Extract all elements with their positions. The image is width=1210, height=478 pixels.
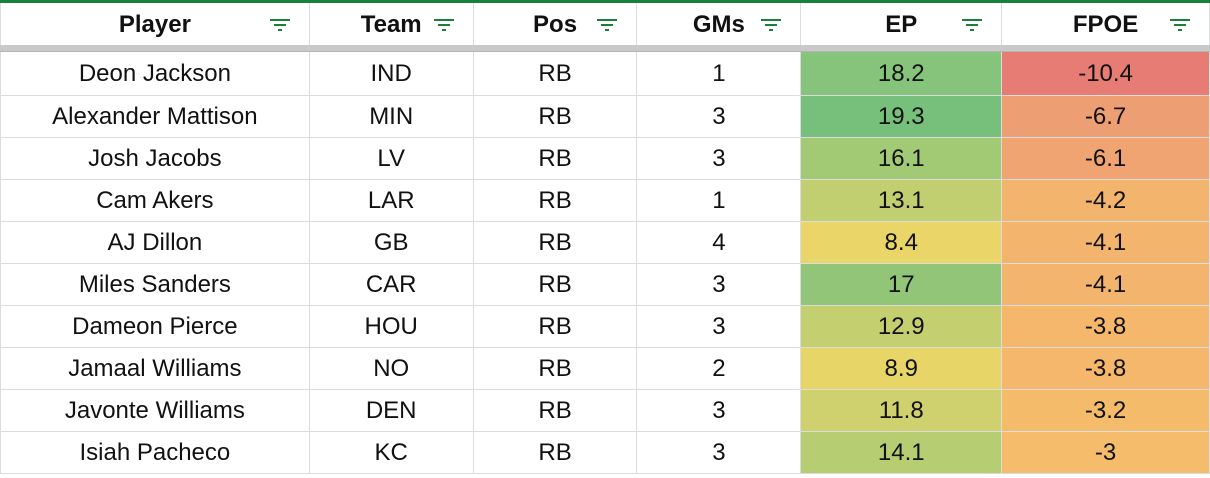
filter-icon[interactable] bbox=[1169, 16, 1191, 34]
cell-gms[interactable]: 4 bbox=[636, 221, 802, 264]
cell-player[interactable]: Dameon Pierce bbox=[0, 305, 310, 348]
column-header-label: FPOE bbox=[1072, 10, 1139, 38]
cell-player[interactable]: Miles Sanders bbox=[0, 263, 310, 306]
cell-pos[interactable]: RB bbox=[472, 95, 638, 138]
cell-gms[interactable]: 2 bbox=[636, 347, 802, 390]
cell-pos[interactable]: RB bbox=[472, 221, 638, 264]
cell-team[interactable]: CAR bbox=[308, 263, 474, 306]
cell-fpoe[interactable]: -6.1 bbox=[1001, 137, 1210, 180]
table-row: Miles Sanders CAR RB 3 17 -4.1 bbox=[0, 263, 1210, 306]
table-row: Isiah Pacheco KC RB 3 14.1 -3 bbox=[0, 431, 1210, 474]
column-header-pos[interactable]: Pos bbox=[472, 1, 638, 47]
cell-team[interactable]: LAR bbox=[308, 179, 474, 222]
cell-fpoe[interactable]: -4.1 bbox=[1001, 263, 1210, 306]
frozen-row-divider[interactable] bbox=[0, 45, 1210, 52]
header-row: Player Team Pos GMs EP bbox=[0, 1, 1210, 47]
cell-fpoe[interactable]: -3.8 bbox=[1001, 347, 1210, 390]
table-body: Deon Jackson IND RB 1 18.2 -10.4 Alexander Mat… bbox=[0, 46, 1210, 474]
cell-team[interactable]: GB bbox=[308, 221, 474, 264]
cell-pos[interactable]: RB bbox=[472, 46, 638, 96]
cell-team[interactable]: KC bbox=[308, 431, 474, 474]
cell-player[interactable]: Isiah Pacheco bbox=[0, 431, 310, 474]
table-row: Alexander Mattison MIN RB 3 19.3 -6.7 bbox=[0, 95, 1210, 138]
filter-icon[interactable] bbox=[596, 16, 618, 34]
filter-icon[interactable] bbox=[961, 16, 983, 34]
cell-player[interactable]: Jamaal Williams bbox=[0, 347, 310, 390]
table-row: Josh Jacobs LV RB 3 16.1 -6.1 bbox=[0, 137, 1210, 180]
cell-gms[interactable]: 1 bbox=[636, 46, 802, 96]
cell-fpoe[interactable]: -4.2 bbox=[1001, 179, 1210, 222]
table-row: Cam Akers LAR RB 1 13.1 -4.2 bbox=[0, 179, 1210, 222]
cell-fpoe[interactable]: -3.8 bbox=[1001, 305, 1210, 348]
table-row: Javonte Williams DEN RB 3 11.8 -3.2 bbox=[0, 389, 1210, 432]
column-header-ep[interactable]: EP bbox=[800, 1, 1003, 47]
cell-fpoe[interactable]: -3.2 bbox=[1001, 389, 1210, 432]
column-header-player[interactable]: Player bbox=[0, 1, 310, 47]
cell-gms[interactable]: 1 bbox=[636, 179, 802, 222]
cell-ep[interactable]: 11.8 bbox=[800, 389, 1003, 432]
table-row: Deon Jackson IND RB 1 18.2 -10.4 bbox=[0, 46, 1210, 96]
table-row: Jamaal Williams NO RB 2 8.9 -3.8 bbox=[0, 347, 1210, 390]
cell-player[interactable]: AJ Dillon bbox=[0, 221, 310, 264]
cell-fpoe[interactable]: -3 bbox=[1001, 431, 1210, 474]
cell-team[interactable]: MIN bbox=[308, 95, 474, 138]
cell-ep[interactable]: 19.3 bbox=[800, 95, 1003, 138]
cell-player[interactable]: Alexander Mattison bbox=[0, 95, 310, 138]
cell-pos[interactable]: RB bbox=[472, 431, 638, 474]
column-header-gms[interactable]: GMs bbox=[636, 1, 802, 47]
cell-gms[interactable]: 3 bbox=[636, 95, 802, 138]
cell-gms[interactable]: 3 bbox=[636, 389, 802, 432]
filter-icon[interactable] bbox=[269, 16, 291, 34]
table-row: Dameon Pierce HOU RB 3 12.9 -3.8 bbox=[0, 305, 1210, 348]
column-header-label: EP bbox=[885, 10, 918, 38]
cell-pos[interactable]: RB bbox=[472, 305, 638, 348]
cell-ep[interactable]: 13.1 bbox=[800, 179, 1003, 222]
column-header-label: Pos bbox=[533, 10, 578, 38]
cell-ep[interactable]: 8.9 bbox=[800, 347, 1003, 390]
cell-pos[interactable]: RB bbox=[472, 179, 638, 222]
cell-ep[interactable]: 12.9 bbox=[800, 305, 1003, 348]
cell-pos[interactable]: RB bbox=[472, 347, 638, 390]
cell-fpoe[interactable]: -10.4 bbox=[1001, 46, 1210, 96]
cell-player[interactable]: Javonte Williams bbox=[0, 389, 310, 432]
cell-gms[interactable]: 3 bbox=[636, 305, 802, 348]
column-header-team[interactable]: Team bbox=[308, 1, 474, 47]
cell-pos[interactable]: RB bbox=[472, 389, 638, 432]
cell-player[interactable]: Cam Akers bbox=[0, 179, 310, 222]
cell-team[interactable]: IND bbox=[308, 46, 474, 96]
column-header-label: Player bbox=[118, 10, 191, 38]
cell-gms[interactable]: 3 bbox=[636, 137, 802, 180]
cell-pos[interactable]: RB bbox=[472, 263, 638, 306]
cell-gms[interactable]: 3 bbox=[636, 431, 802, 474]
cell-ep[interactable]: 14.1 bbox=[800, 431, 1003, 474]
cell-team[interactable]: LV bbox=[308, 137, 474, 180]
column-header-fpoe[interactable]: FPOE bbox=[1001, 1, 1210, 47]
table-row: AJ Dillon GB RB 4 8.4 -4.1 bbox=[0, 221, 1210, 264]
cell-team[interactable]: NO bbox=[308, 347, 474, 390]
filter-icon[interactable] bbox=[760, 16, 782, 34]
cell-fpoe[interactable]: -6.7 bbox=[1001, 95, 1210, 138]
cell-team[interactable]: DEN bbox=[308, 389, 474, 432]
cell-ep[interactable]: 17 bbox=[800, 263, 1003, 306]
cell-player[interactable]: Deon Jackson bbox=[0, 46, 310, 96]
column-header-label: GMs bbox=[692, 10, 745, 38]
cell-player[interactable]: Josh Jacobs bbox=[0, 137, 310, 180]
cell-ep[interactable]: 8.4 bbox=[800, 221, 1003, 264]
cell-fpoe[interactable]: -4.1 bbox=[1001, 221, 1210, 264]
column-header-label: Team bbox=[360, 10, 422, 38]
cell-pos[interactable]: RB bbox=[472, 137, 638, 180]
cell-team[interactable]: HOU bbox=[308, 305, 474, 348]
cell-ep[interactable]: 18.2 bbox=[800, 46, 1003, 96]
cell-ep[interactable]: 16.1 bbox=[800, 137, 1003, 180]
cell-gms[interactable]: 3 bbox=[636, 263, 802, 306]
filter-icon[interactable] bbox=[433, 16, 455, 34]
